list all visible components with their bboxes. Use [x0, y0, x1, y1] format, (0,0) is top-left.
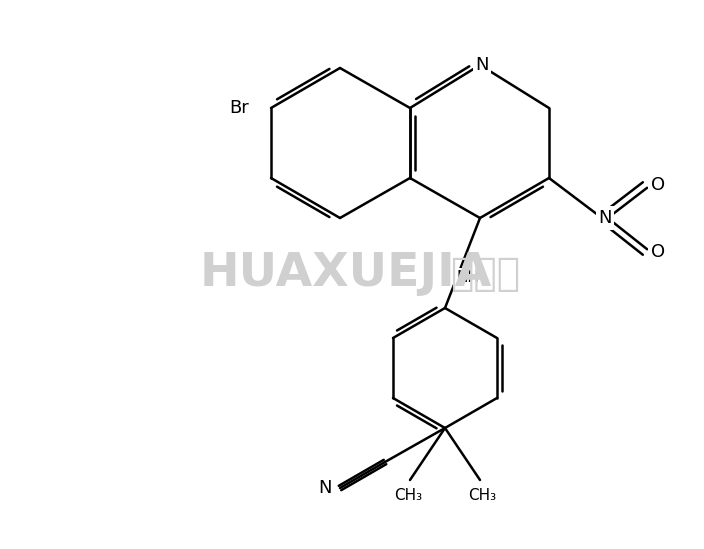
Text: N: N	[598, 209, 612, 227]
Text: 化学加: 化学加	[450, 255, 520, 293]
Text: N: N	[475, 56, 489, 74]
Text: NH: NH	[457, 271, 479, 285]
Text: N: N	[318, 479, 332, 497]
Text: CH₃: CH₃	[394, 488, 422, 503]
Text: O: O	[651, 243, 665, 261]
Text: HUAXUEJIA: HUAXUEJIA	[200, 251, 492, 296]
Text: Br: Br	[230, 99, 249, 117]
Text: CH₃: CH₃	[468, 488, 496, 503]
Text: O: O	[651, 176, 665, 194]
